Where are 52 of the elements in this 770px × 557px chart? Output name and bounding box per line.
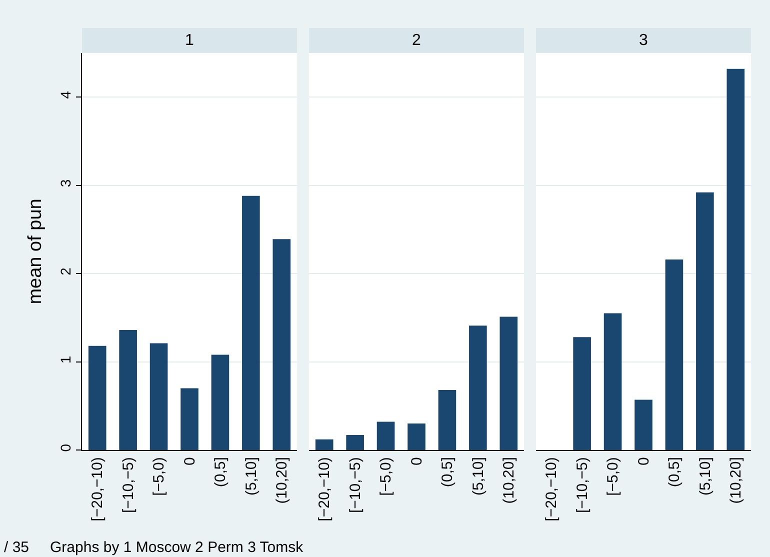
y-tick-label: 2 — [57, 267, 74, 276]
x-tick-label: (10,20] — [500, 457, 518, 504]
x-tick-label: (10,20] — [274, 457, 291, 504]
bar — [242, 196, 260, 450]
x-tick-label: [−20,−10) — [316, 457, 334, 522]
x-tick-label: (0,5] — [212, 457, 230, 488]
bar — [315, 439, 334, 450]
x-tick-label: 0 — [181, 457, 198, 466]
chart-title: 3 — [639, 32, 648, 49]
y-tick-label: 0 — [57, 444, 74, 452]
x-tick-label: (5,10] — [696, 457, 714, 496]
x-tick-label: 0 — [408, 457, 426, 466]
x-tick-label: [−10,−5) — [120, 457, 137, 513]
bar — [272, 239, 291, 450]
bar — [376, 422, 395, 450]
bar — [726, 68, 745, 450]
bar — [500, 316, 518, 450]
text: / 35 — [4, 539, 30, 556]
x-tick-label: [−5,0) — [150, 457, 168, 496]
bar — [346, 435, 364, 450]
bar — [211, 354, 230, 450]
x-tick-label: (5,10] — [242, 457, 260, 496]
chart-title: 2 — [412, 32, 421, 49]
bar — [150, 343, 168, 450]
y-tick-label: 1 — [57, 356, 74, 364]
bar — [88, 346, 106, 450]
bar — [604, 313, 622, 450]
bar — [634, 400, 652, 450]
x-tick-label: (10,20] — [728, 457, 745, 504]
bar — [696, 192, 714, 450]
bar — [665, 259, 684, 450]
y-tick-label: 4 — [57, 90, 74, 99]
x-tick-label: [−5,0) — [604, 457, 622, 496]
bar — [180, 388, 198, 450]
x-tick-label: [−10,−5) — [346, 457, 364, 513]
y-tick-label: 3 — [57, 179, 74, 188]
x-tick-label: [−5,0) — [378, 457, 395, 496]
x-tick-label: 0 — [635, 457, 652, 466]
chart-title: 1 — [185, 32, 194, 49]
bar — [438, 390, 456, 450]
bar — [573, 337, 591, 450]
text: Graphs by 1 Moscow 2 Perm 3 Tomsk — [50, 539, 304, 556]
x-tick-label: [−10,−5) — [574, 457, 591, 513]
x-tick-label: (0,5] — [666, 457, 684, 488]
x-tick-label: (5,10] — [470, 457, 487, 496]
bar — [469, 326, 487, 450]
x-tick-label: [−20,−10) — [543, 457, 560, 522]
bar — [119, 330, 137, 450]
x-tick-label: [−20,−10) — [89, 457, 106, 522]
x-tick-label: (0,5] — [439, 457, 456, 488]
y-axis-title: mean of pun — [25, 198, 46, 304]
bar — [408, 424, 426, 450]
